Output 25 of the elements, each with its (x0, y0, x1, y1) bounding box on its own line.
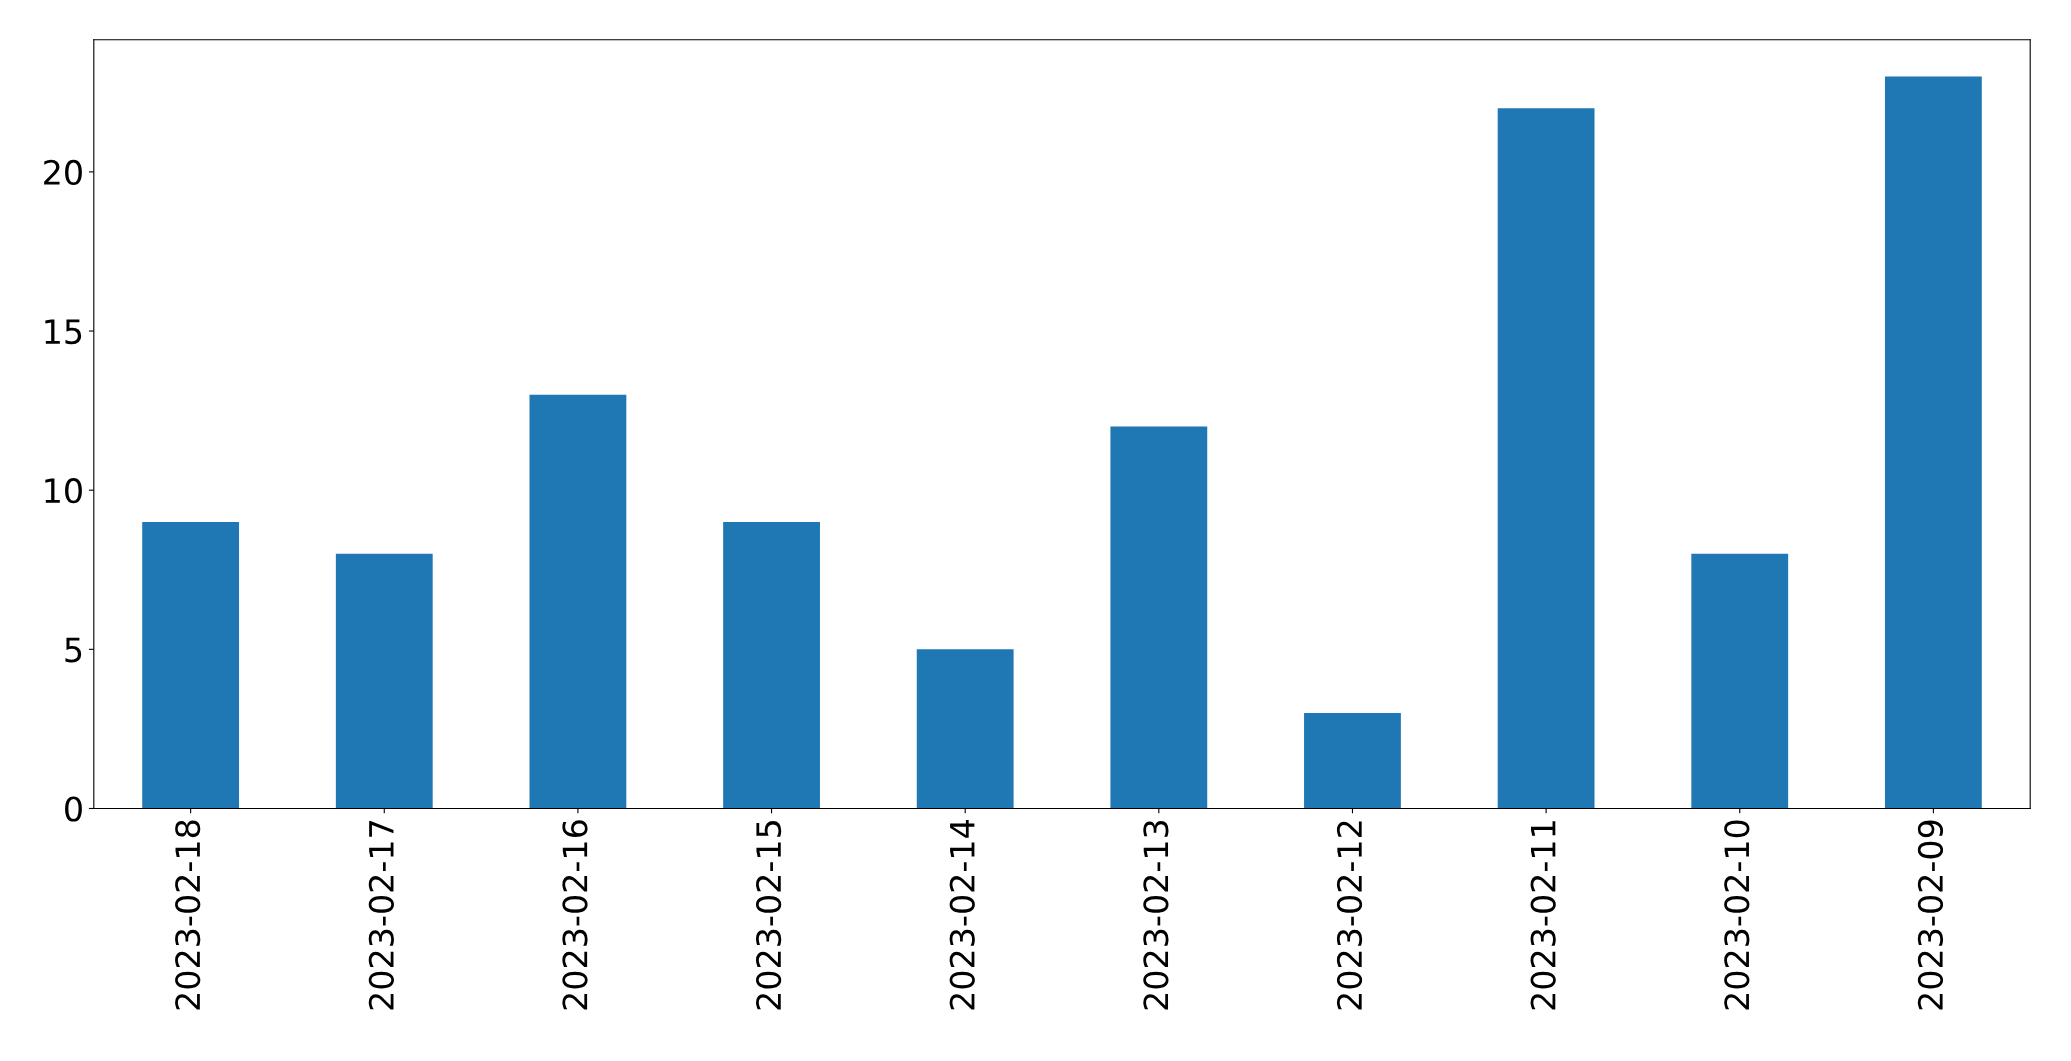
bar (335, 553, 433, 809)
x-tick-label: 2023-02-12 (1336, 821, 1363, 1010)
bar (1110, 426, 1208, 809)
y-tick-label: 15 (45, 319, 82, 345)
x-tick-label: 2023-02-15 (756, 821, 782, 1010)
x-tick-label: 2023-02-17 (368, 821, 394, 1010)
y-tick-label: 10 (45, 478, 82, 504)
bar (1304, 712, 1401, 809)
y-tick-label: 20 (44, 159, 82, 186)
bar (1884, 76, 1982, 809)
x-tick-label: 2023-02-14 (949, 820, 975, 1010)
x-tick-label: 2023-02-18 (175, 820, 201, 1010)
x-tick-label: 2023-02-09 (1917, 820, 1944, 1010)
bar (142, 522, 240, 809)
bar (1691, 553, 1789, 809)
bar (916, 649, 1014, 809)
x-tick-label: 2023-02-13 (1143, 820, 1169, 1010)
x-tick-label: 2023-02-11 (1530, 821, 1556, 1010)
bar (723, 522, 820, 809)
bar (1497, 108, 1595, 809)
x-tick-label: 2023-02-16 (562, 820, 588, 1010)
x-tick-label: 2023-02-10 (1724, 820, 1750, 1010)
y-tick-label: 0 (65, 796, 82, 822)
bar (529, 394, 627, 809)
y-tick-label: 5 (65, 637, 82, 663)
